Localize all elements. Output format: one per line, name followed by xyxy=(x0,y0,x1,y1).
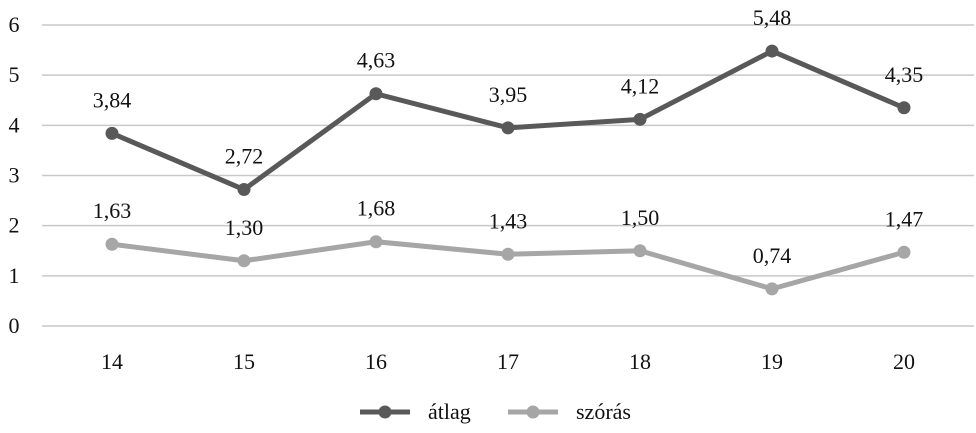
x-tick-label: 20 xyxy=(893,349,915,374)
data-point xyxy=(633,112,647,126)
data-point xyxy=(105,237,119,251)
legend-label: átlag xyxy=(428,399,471,424)
data-labels: 3,84 2,72 4,63 3,95 4,12 5,48 4,35 1,63 1,30 1,68… xyxy=(93,5,924,268)
x-tick-label: 16 xyxy=(365,349,387,374)
y-axis: 0 1 2 3 4 5 6 xyxy=(9,12,20,338)
data-label: 0,74 xyxy=(753,243,792,268)
y-tick-label: 2 xyxy=(9,213,20,238)
data-label: 4,12 xyxy=(621,73,660,98)
data-point xyxy=(501,247,515,261)
y-tick-label: 0 xyxy=(9,313,20,338)
data-label: 1,43 xyxy=(489,208,528,233)
y-tick-label: 5 xyxy=(9,62,20,87)
data-label: 3,84 xyxy=(93,87,132,112)
data-label: 1,50 xyxy=(621,205,660,230)
data-point xyxy=(105,126,119,140)
data-label: 3,95 xyxy=(489,82,528,107)
legend: átlag szórás xyxy=(360,399,631,424)
data-point xyxy=(765,282,779,296)
data-point xyxy=(237,183,251,197)
data-label: 1,68 xyxy=(357,196,396,221)
data-label: 1,30 xyxy=(225,215,264,240)
y-tick-label: 3 xyxy=(9,163,20,188)
data-label: 1,63 xyxy=(93,198,132,223)
data-label: 1,47 xyxy=(885,206,924,231)
x-tick-label: 15 xyxy=(233,349,255,374)
y-tick-label: 4 xyxy=(9,112,20,137)
y-tick-label: 6 xyxy=(9,12,20,37)
data-point xyxy=(897,245,911,259)
legend-label: szórás xyxy=(576,399,631,424)
legend-marker xyxy=(526,405,540,419)
data-label: 4,35 xyxy=(885,62,924,87)
x-tick-label: 19 xyxy=(761,349,783,374)
data-point xyxy=(897,101,911,115)
data-label: 5,48 xyxy=(753,5,792,30)
x-axis: 14 15 16 17 18 19 20 xyxy=(101,349,915,374)
series-layer xyxy=(105,44,911,296)
x-tick-label: 18 xyxy=(629,349,651,374)
data-point xyxy=(501,121,515,135)
y-tick-label: 1 xyxy=(9,263,20,288)
data-point xyxy=(633,244,647,258)
data-label: 2,72 xyxy=(225,144,264,169)
series-line-atlag xyxy=(109,48,907,193)
data-point xyxy=(369,235,383,249)
data-point xyxy=(765,44,779,58)
x-tick-label: 17 xyxy=(497,349,519,374)
x-tick-label: 14 xyxy=(101,349,123,374)
data-label: 4,63 xyxy=(357,48,396,73)
data-point xyxy=(369,87,383,101)
data-point xyxy=(237,254,251,268)
legend-marker xyxy=(378,405,392,419)
gridlines xyxy=(42,24,974,327)
